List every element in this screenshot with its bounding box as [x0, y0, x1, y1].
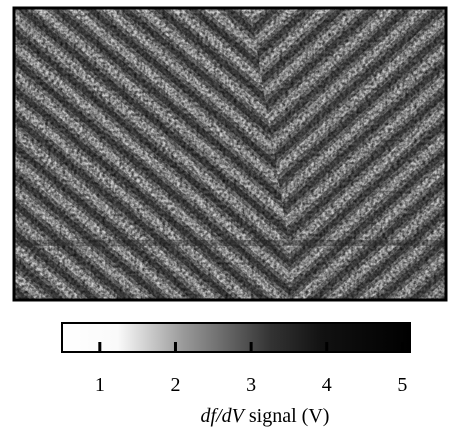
colorbar-ticks: 1 2 3 4 5	[95, 342, 407, 396]
label-italic: df/dV	[201, 405, 247, 427]
image-border	[12, 6, 448, 302]
tick-label: 2	[170, 374, 180, 396]
tick-label: 4	[322, 374, 332, 396]
tick-label: 1	[95, 374, 105, 396]
tick-label: 3	[246, 374, 256, 396]
tick-label: 5	[397, 374, 407, 396]
microscope-image	[14, 8, 446, 300]
colorbar-label: df/dV signal (V)	[201, 405, 330, 427]
colorbar	[61, 322, 411, 353]
label-text: signal (V)	[249, 405, 330, 427]
